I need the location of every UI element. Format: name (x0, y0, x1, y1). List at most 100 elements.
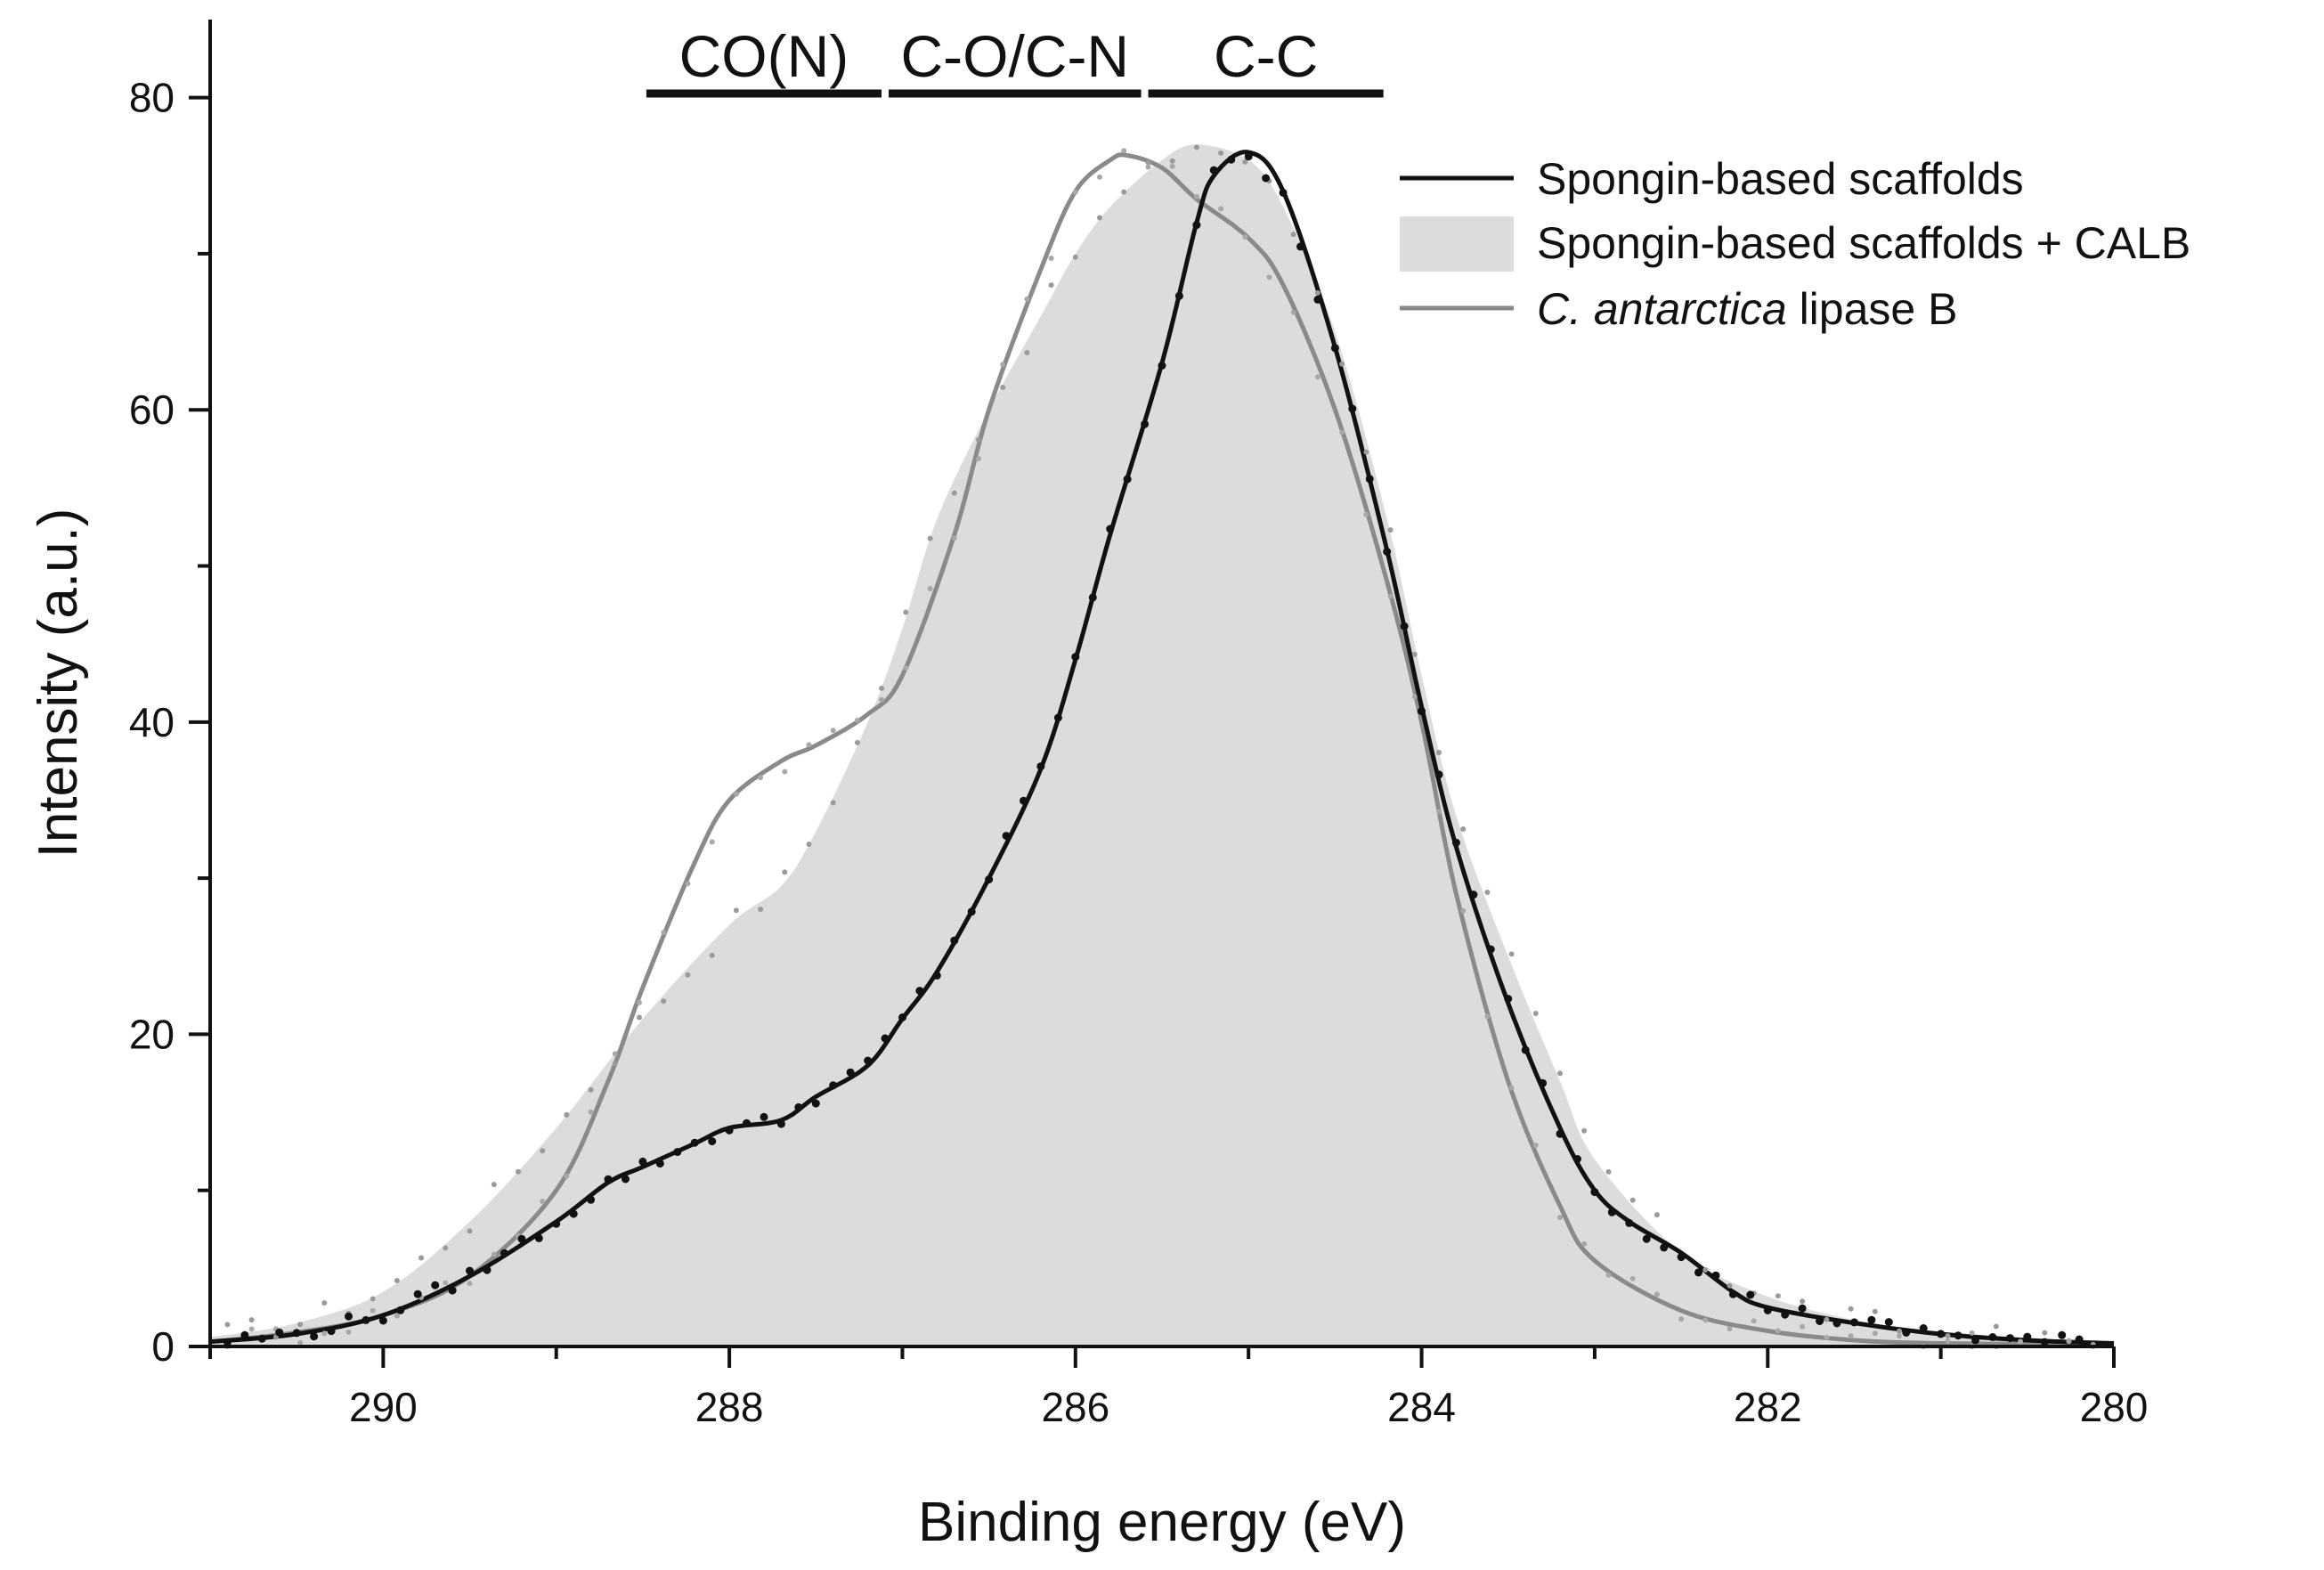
data-point-c-antarctica-lipase-b (564, 1173, 570, 1179)
region-annotations: CO(N) C-O/C-N C-C (646, 23, 1384, 98)
data-point-c-antarctica-lipase-b (248, 1326, 255, 1332)
data-point-spongin-based-scaffolds-calb (248, 1317, 255, 1323)
data-point-spongin-based-scaffolds-calb (1097, 215, 1102, 221)
data-point-spongin-based-scaffolds (846, 1068, 855, 1077)
data-point-spongin-based-scaffolds (1521, 1045, 1530, 1054)
data-point-c-antarctica-lipase-b (1800, 1323, 1806, 1330)
data-point-spongin-based-scaffolds-calb (1824, 1316, 1830, 1322)
data-point-spongin-based-scaffolds (1400, 622, 1409, 630)
data-point-spongin-based-scaffolds (1816, 1317, 1824, 1325)
legend: Spongin-based scaffolds Spongin-based sc… (1400, 154, 2190, 334)
data-point-spongin-based-scaffolds (1174, 291, 1183, 300)
data-point-spongin-based-scaffolds (776, 1119, 785, 1128)
data-point-spongin-based-scaffolds-calb (854, 739, 860, 745)
data-point-spongin-based-scaffolds (1919, 1324, 1928, 1332)
data-point-c-antarctica-lipase-b (370, 1307, 376, 1314)
data-point-spongin-based-scaffolds (1642, 1234, 1651, 1243)
data-point-spongin-based-scaffolds (1850, 1318, 1858, 1327)
data-point-spongin-based-scaffolds (552, 1219, 561, 1228)
data-point-spongin-based-scaffolds (1728, 1289, 1737, 1298)
data-point-spongin-based-scaffolds-calb (418, 1255, 425, 1261)
data-point-c-antarctica-lipase-b (1945, 1338, 1951, 1344)
data-point-spongin-based-scaffolds-calb (1242, 159, 1248, 165)
data-point-c-antarctica-lipase-b (709, 839, 715, 845)
data-point-spongin-based-scaffolds (310, 1332, 319, 1341)
data-point-spongin-based-scaffolds (292, 1329, 301, 1338)
data-point-spongin-based-scaffolds-calb (1532, 1011, 1539, 1016)
data-point-c-antarctica-lipase-b (1121, 148, 1127, 154)
data-point-c-antarctica-lipase-b (1242, 234, 1248, 240)
data-point-spongin-based-scaffolds-calb (1581, 1127, 1588, 1134)
data-point-spongin-based-scaffolds (240, 1330, 249, 1339)
data-point-spongin-based-scaffolds-calb (1800, 1298, 1806, 1305)
data-point-spongin-based-scaffolds (1798, 1304, 1807, 1313)
data-point-spongin-based-scaffolds-calb (637, 1014, 642, 1021)
data-point-c-antarctica-lipase-b (879, 696, 885, 703)
data-point-spongin-based-scaffolds (1486, 945, 1495, 954)
data-point-spongin-based-scaffolds (1330, 344, 1339, 353)
data-point-c-antarctica-lipase-b (1072, 189, 1078, 195)
data-point-c-antarctica-lipase-b (1557, 1215, 1563, 1221)
data-point-spongin-based-scaffolds (1036, 762, 1045, 771)
data-point-spongin-based-scaffolds (932, 971, 941, 980)
data-point-c-antarctica-lipase-b (685, 881, 691, 887)
data-point-spongin-based-scaffolds-calb (806, 842, 812, 847)
data-point-spongin-based-scaffolds-calb (2042, 1330, 2048, 1336)
data-point-c-antarctica-lipase-b (1436, 809, 1442, 815)
data-point-spongin-based-scaffolds-calb (830, 800, 836, 806)
data-point-spongin-based-scaffolds (569, 1209, 578, 1218)
x-tick-label: 288 (695, 1384, 764, 1430)
data-point-spongin-based-scaffolds-calb (1339, 361, 1345, 367)
data-point-spongin-based-scaffolds (967, 907, 976, 916)
data-point-spongin-based-scaffolds-calb (1387, 527, 1394, 533)
data-point-spongin-based-scaffolds (1053, 713, 1062, 722)
data-point-c-antarctica-lipase-b (1969, 1330, 1975, 1336)
y-tick-label: 40 (129, 699, 175, 745)
data-point-c-antarctica-lipase-b (1097, 174, 1102, 180)
data-point-spongin-based-scaffolds (1279, 188, 1288, 197)
data-point-spongin-based-scaffolds (1832, 1319, 1841, 1328)
y-tick-label: 20 (129, 1011, 175, 1057)
data-point-c-antarctica-lipase-b (1266, 274, 1272, 281)
data-point-c-antarctica-lipase-b (1678, 1316, 1685, 1322)
data-point-spongin-based-scaffolds (655, 1159, 664, 1168)
x-axis-title: Binding energy (eV) (918, 1492, 1406, 1553)
data-point-spongin-based-scaffolds (708, 1137, 717, 1146)
data-point-spongin-based-scaffolds (673, 1148, 682, 1157)
data-point-c-antarctica-lipase-b (1605, 1272, 1612, 1278)
data-point-spongin-based-scaffolds (864, 1056, 873, 1065)
data-point-spongin-based-scaffolds (1763, 1306, 1772, 1314)
legend-swatch-spongin-calb (1400, 216, 1514, 272)
data-point-spongin-based-scaffolds (257, 1334, 266, 1343)
data-point-c-antarctica-lipase-b (588, 1109, 594, 1115)
data-point-spongin-based-scaffolds-calb (1169, 158, 1175, 164)
data-point-spongin-based-scaffolds-calb (709, 952, 715, 958)
data-point-spongin-based-scaffolds-calb (782, 869, 788, 875)
data-point-c-antarctica-lipase-b (1654, 1291, 1660, 1297)
data-point-c-antarctica-lipase-b (1387, 593, 1394, 599)
data-point-spongin-based-scaffolds-calb (297, 1322, 304, 1328)
data-point-spongin-based-scaffolds (1244, 152, 1253, 161)
data-point-spongin-based-scaffolds-calb (951, 490, 957, 496)
data-point-spongin-based-scaffolds-calb (1290, 232, 1296, 238)
data-point-c-antarctica-lipase-b (927, 586, 933, 591)
y-tick-label: 80 (129, 75, 175, 121)
data-point-c-antarctica-lipase-b (443, 1280, 449, 1286)
data-point-spongin-based-scaffolds (431, 1281, 440, 1289)
data-point-spongin-based-scaffolds (517, 1234, 526, 1243)
data-point-spongin-based-scaffolds-calb (1897, 1328, 1902, 1334)
data-point-c-antarctica-lipase-b (1460, 907, 1467, 914)
data-point-spongin-based-scaffolds-calb (1024, 350, 1030, 355)
data-point-spongin-based-scaffolds-calb (491, 1182, 497, 1188)
data-point-c-antarctica-lipase-b (1581, 1241, 1588, 1247)
data-point-spongin-based-scaffolds (829, 1081, 838, 1090)
data-point-spongin-based-scaffolds (1573, 1155, 1581, 1163)
data-point-c-antarctica-lipase-b (2066, 1338, 2072, 1345)
series-line-spongin-based-scaffolds (209, 150, 2115, 1346)
data-point-spongin-based-scaffolds (1590, 1188, 1599, 1197)
data-point-spongin-based-scaffolds-calb (1557, 1070, 1563, 1077)
data-point-spongin-based-scaffolds (1123, 475, 1132, 484)
data-point-spongin-based-scaffolds-calb (394, 1278, 400, 1283)
data-point-c-antarctica-lipase-b (1145, 164, 1151, 170)
x-tick-label: 290 (349, 1384, 418, 1430)
